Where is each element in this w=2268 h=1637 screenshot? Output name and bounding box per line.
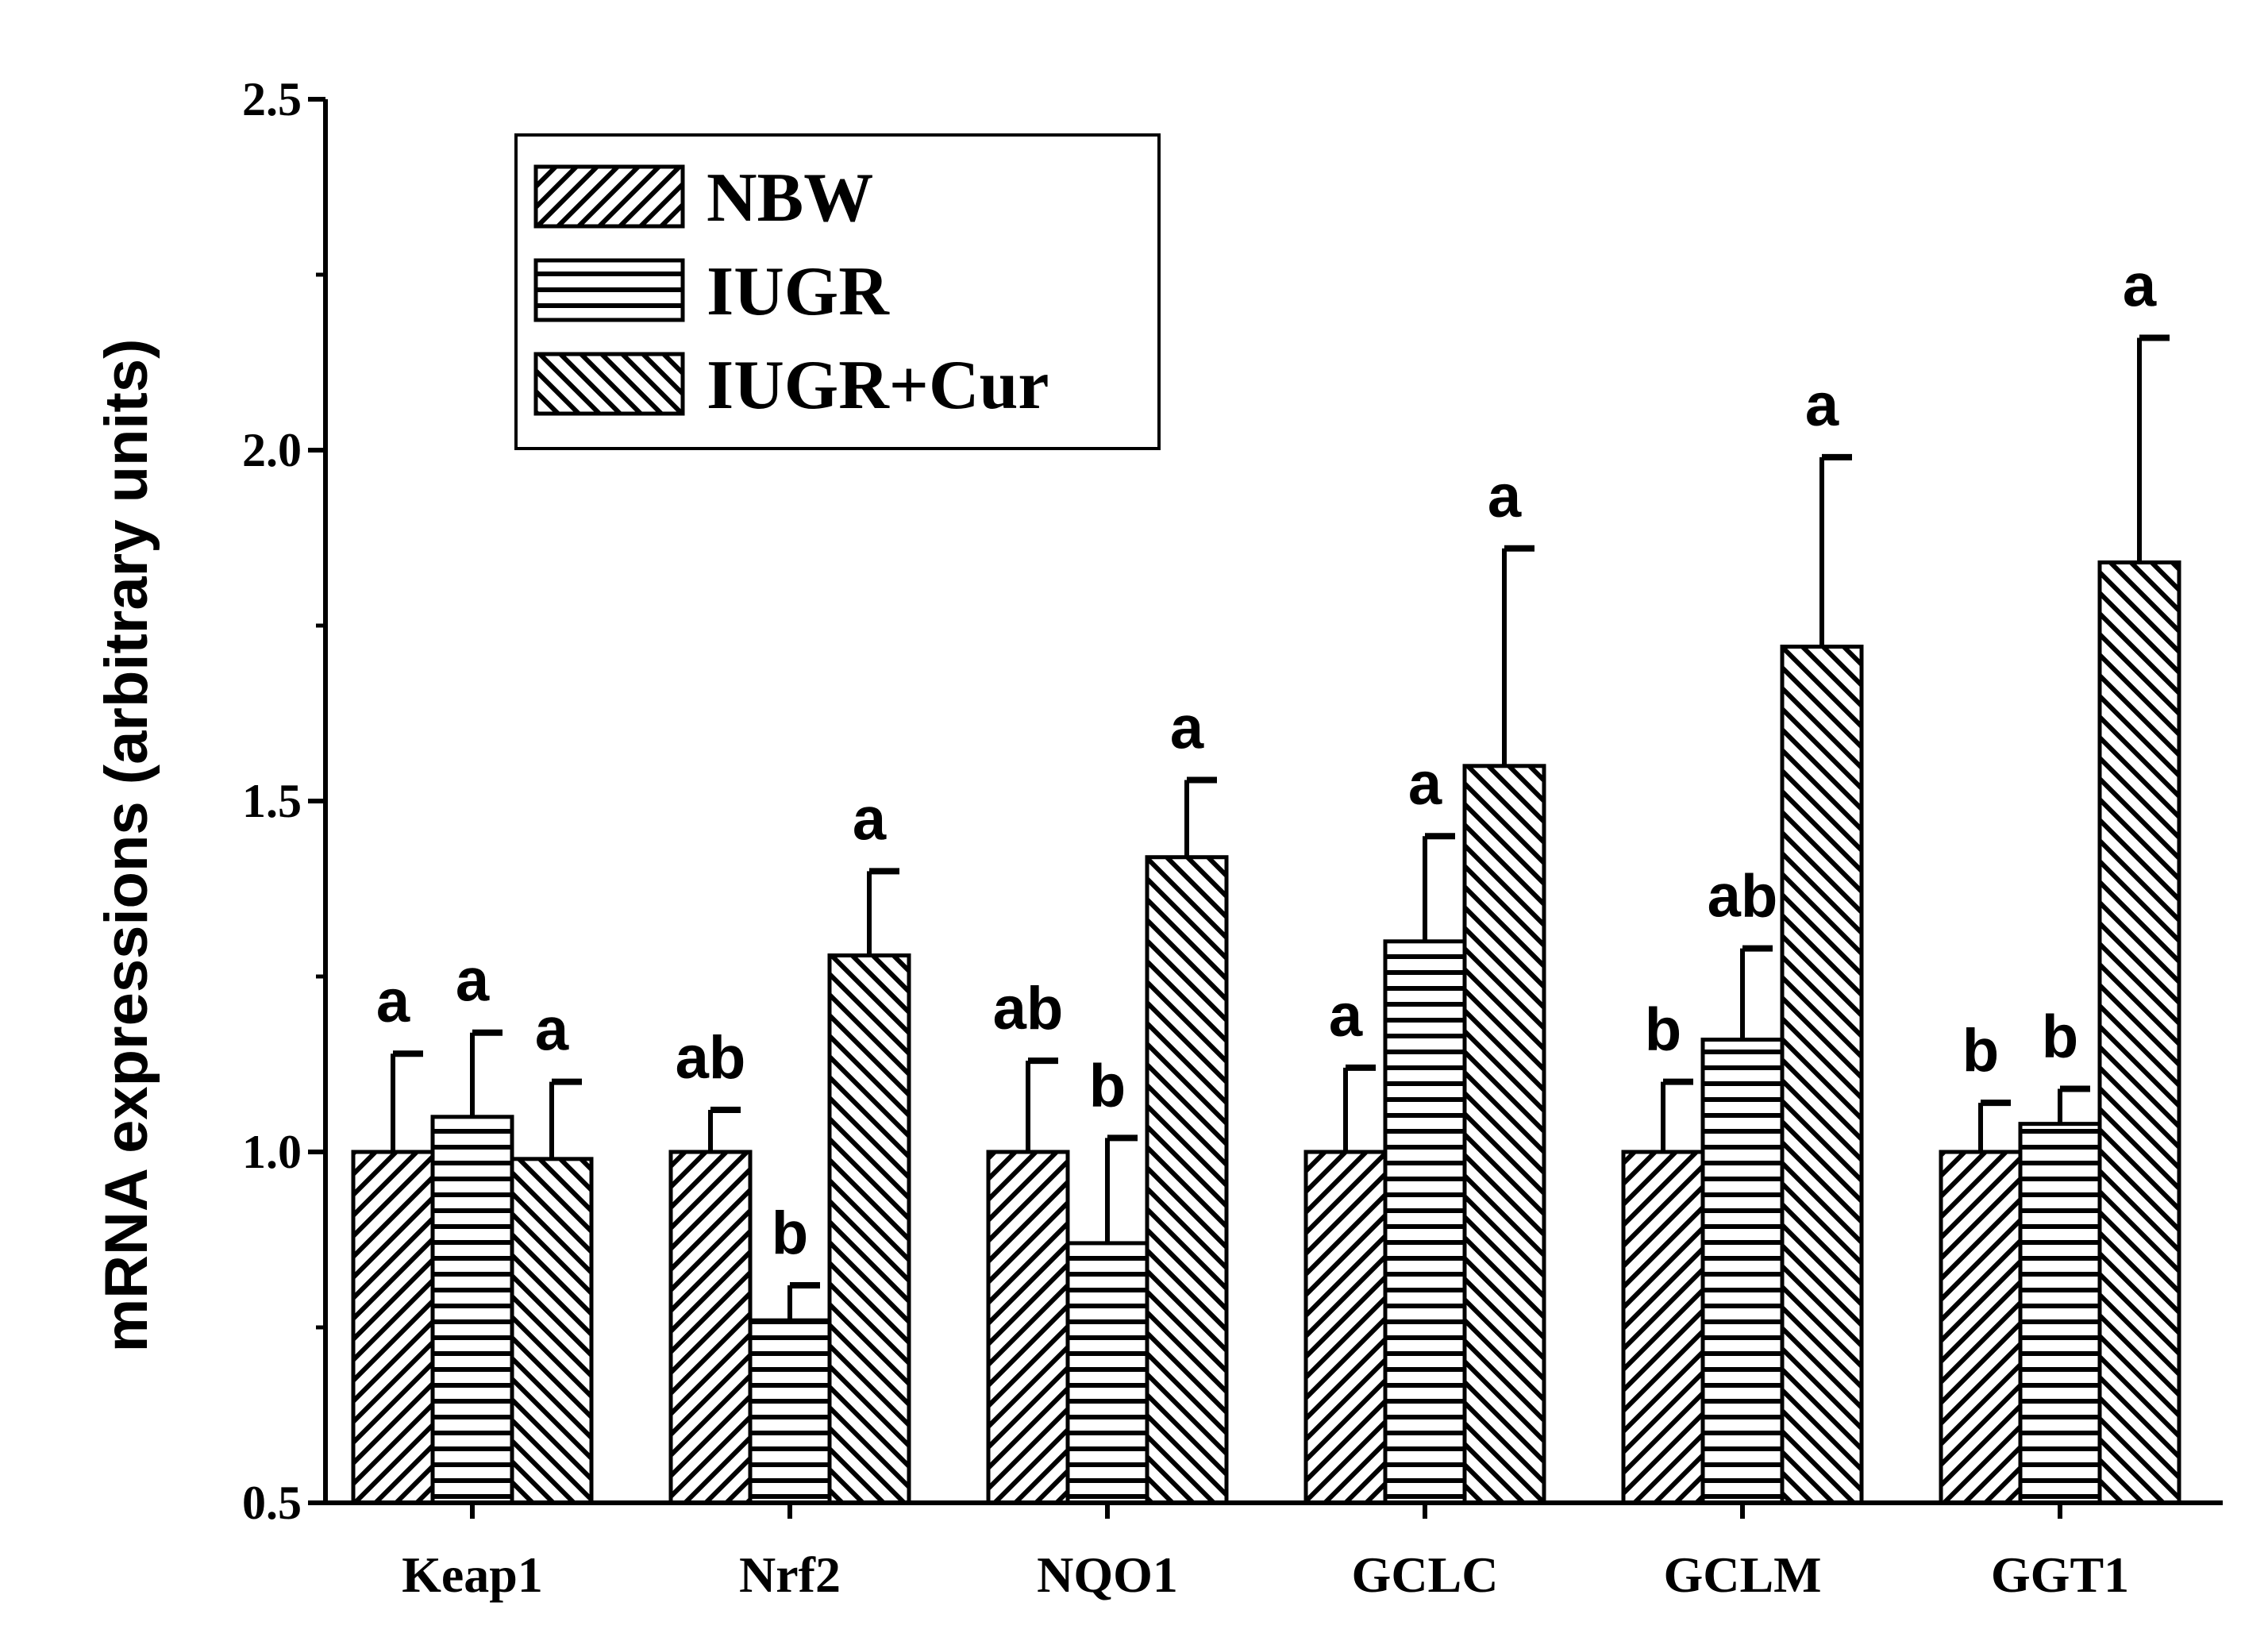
bar-ggt1-iugr-cur (2097, 560, 2181, 1505)
bar-gclm-iugr-cur (1780, 645, 1864, 1505)
bar-nrf2-iugr (748, 1318, 832, 1505)
bar-nqo1-nbw (986, 1150, 1070, 1505)
x-tick-label-gclc: GCLC (1352, 1546, 1499, 1603)
legend-label: IUGR+Cur (707, 347, 1049, 424)
significance-label: b (1089, 1052, 1126, 1119)
bar-keap1-nbw (351, 1150, 435, 1505)
significance-label: a (1329, 982, 1363, 1050)
bar-nrf2-nbw (668, 1150, 753, 1505)
x-tick-label-nqo1: NQO1 (1037, 1546, 1178, 1603)
legend-label: IUGR (707, 253, 890, 330)
x-tick-label-keap1: Keap1 (402, 1546, 543, 1603)
significance-label: a (456, 947, 490, 1015)
significance-label: a (376, 968, 410, 1035)
bar-keap1-iugr-cur (510, 1157, 594, 1505)
legend: NBW IUGR IUGR+Cur (514, 133, 1161, 450)
y-tick-label: 1.0 (242, 1126, 302, 1178)
bar-nqo1-iugr-cur (1145, 855, 1229, 1505)
significance-label: a (853, 785, 887, 853)
y-tick-label: 2.5 (242, 73, 302, 125)
x-tick-label-gclm: GCLM (1663, 1546, 1821, 1603)
significance-label: a (1805, 372, 1839, 439)
bar-nrf2-iugr-cur (827, 953, 911, 1505)
legend-swatch (533, 164, 685, 229)
x-tick-label-nrf2: Nrf2 (739, 1546, 841, 1603)
bar-gclm-nbw (1621, 1150, 1705, 1505)
bar-gclc-iugr (1383, 939, 1467, 1505)
significance-label: b (1645, 996, 1681, 1064)
bar-gclm-iugr (1700, 1038, 1785, 1505)
bar-keap1-iugr (430, 1115, 514, 1505)
y-tick-label: 1.5 (242, 775, 302, 827)
significance-label: ab (1708, 863, 1778, 930)
y-tick-label: 2.0 (242, 424, 302, 476)
legend-swatch (533, 258, 685, 322)
significance-label: a (1408, 750, 1442, 818)
significance-label: b (772, 1200, 808, 1267)
significance-label: a (1170, 694, 1204, 761)
significance-label: ab (676, 1024, 746, 1092)
bar-gclc-nbw (1303, 1150, 1388, 1505)
legend-label: NBW (707, 160, 873, 237)
significance-label: a (2123, 252, 2157, 320)
y-axis-label: mRNA expressions (arbitrary units) (93, 339, 160, 1353)
bar-ggt1-nbw (1939, 1150, 2023, 1505)
bar-gclc-iugr-cur (1462, 764, 1546, 1505)
bar-ggt1-iugr (2018, 1122, 2102, 1505)
significance-label: b (2042, 1003, 2078, 1070)
legend-swatch (533, 352, 685, 416)
y-tick-label: 0.5 (242, 1477, 302, 1529)
significance-label: a (535, 996, 569, 1064)
significance-label: b (1962, 1017, 1999, 1084)
x-tick-label-ggt1: GGT1 (1991, 1546, 2129, 1603)
significance-label: a (1488, 463, 1522, 530)
bar-nqo1-iugr (1065, 1241, 1149, 1505)
significance-label: ab (993, 975, 1064, 1042)
